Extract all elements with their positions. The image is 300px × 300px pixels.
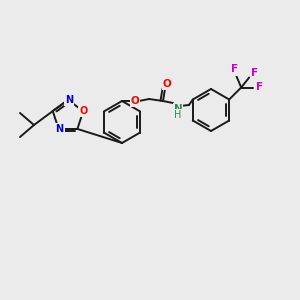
Text: O: O [79, 106, 87, 116]
Text: F: F [256, 82, 263, 92]
Text: N: N [65, 95, 73, 105]
Text: N: N [56, 124, 64, 134]
Text: O: O [163, 79, 171, 89]
Text: N: N [174, 104, 182, 114]
Text: H: H [174, 110, 182, 120]
Text: O: O [130, 96, 140, 106]
Text: F: F [231, 64, 238, 74]
Text: F: F [250, 68, 258, 77]
